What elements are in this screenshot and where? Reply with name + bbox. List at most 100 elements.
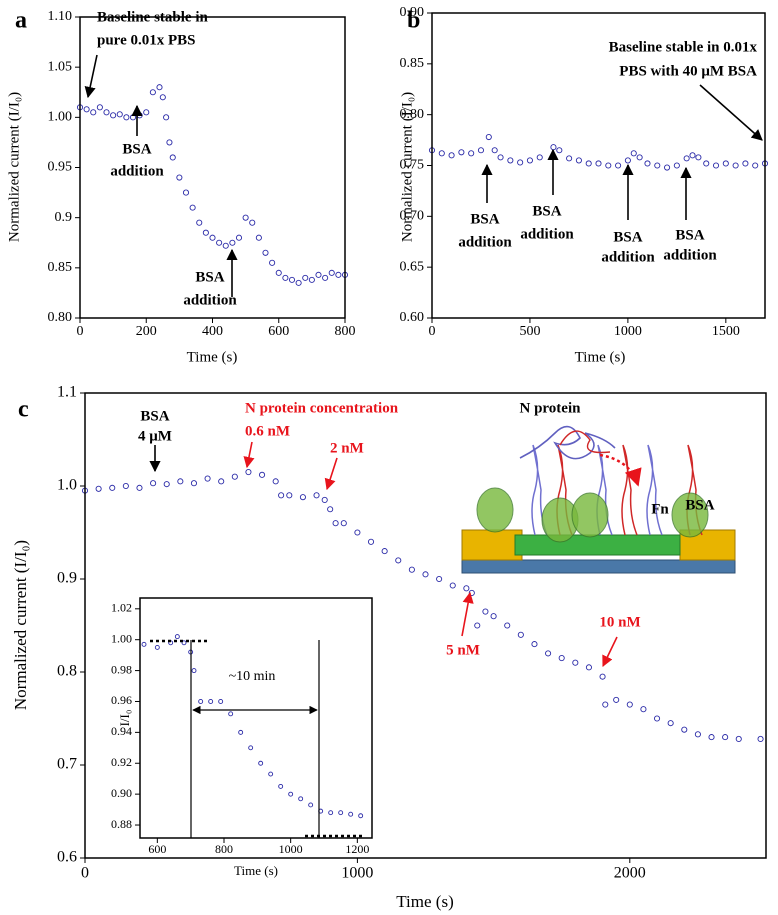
plot-frame <box>139 597 373 839</box>
data-point <box>136 484 143 491</box>
data-point <box>163 481 170 488</box>
data-point <box>269 259 276 266</box>
annotation: addition <box>663 247 717 263</box>
data-point <box>299 494 306 501</box>
data-point <box>166 139 173 146</box>
data-point <box>123 114 130 121</box>
data-point <box>694 731 701 738</box>
data-point <box>517 631 524 638</box>
illustration: N protein Fn BSA <box>461 400 736 574</box>
y-tick-label: 0.9 <box>57 570 77 587</box>
data-point <box>169 154 176 161</box>
data-point <box>242 214 249 221</box>
bsa-protein <box>571 492 609 538</box>
data-point <box>218 478 225 485</box>
y-tick-label: 1.00 <box>48 110 73 125</box>
data-point <box>422 571 429 578</box>
data-point <box>340 520 347 527</box>
x-tick-label: 600 <box>268 324 289 339</box>
x-tick-label: 800 <box>335 324 356 339</box>
data-point <box>490 613 497 620</box>
data-point <box>517 159 524 166</box>
data-point <box>109 484 116 491</box>
annotation-arrow <box>602 636 618 668</box>
x-tick-label: 1200 <box>345 842 369 856</box>
x-axis-label: Time (s) <box>575 349 626 365</box>
illustration-label: BSA <box>685 497 714 513</box>
data-point <box>438 150 445 157</box>
x-tick-label: 0 <box>429 324 436 339</box>
data-point <box>286 492 293 499</box>
data-point <box>143 109 150 116</box>
data-point <box>497 154 504 161</box>
data-point <box>141 641 147 647</box>
data-point <box>229 239 236 246</box>
annotation: addition <box>110 163 164 179</box>
annotation-arrow <box>461 591 474 637</box>
data-point <box>150 480 157 487</box>
data-point <box>358 813 364 819</box>
y-axis-label: Normalized current (I/I₀) <box>399 92 415 242</box>
data-point <box>262 249 269 256</box>
data-point <box>708 734 715 741</box>
y-tick-label: 0.90 <box>111 786 132 800</box>
x-tick-label: 1000 <box>341 865 373 882</box>
data-point <box>238 729 244 735</box>
illustration-label: Fn <box>651 501 669 517</box>
x-tick-label: 2000 <box>614 865 646 882</box>
channel <box>514 534 681 556</box>
data-point <box>122 482 129 490</box>
y-tick-label: 0.85 <box>48 260 73 275</box>
data-point <box>268 771 274 777</box>
annotation: Baseline stable in 0.01x <box>609 39 758 55</box>
panel-letter: a <box>15 8 27 34</box>
data-point <box>408 566 415 573</box>
annotation: BSA <box>122 141 151 157</box>
data-point <box>605 162 612 169</box>
data-point <box>189 204 196 211</box>
y-tick-label: 0.96 <box>111 693 132 707</box>
data-point <box>163 114 170 121</box>
data-point <box>202 229 209 236</box>
data-point <box>295 279 302 286</box>
data-point <box>468 150 475 157</box>
data-point <box>321 496 328 504</box>
x-tick-label: 1000 <box>279 842 303 856</box>
data-point <box>482 608 489 615</box>
data-point <box>566 155 573 162</box>
data-point <box>315 271 322 278</box>
y-tick-label: 0.65 <box>400 259 425 274</box>
panel-letter: b <box>407 8 420 34</box>
y-tick-label: 0.9 <box>55 210 73 225</box>
data-point <box>308 276 315 283</box>
data-point <box>231 473 238 480</box>
annotation: pure 0.01x PBS <box>97 32 196 48</box>
data-point <box>602 701 609 708</box>
data-point <box>712 162 720 169</box>
data-point <box>531 641 538 648</box>
data-point <box>222 242 229 249</box>
y-axis-label: Normalized current (I/I₀) <box>6 92 22 242</box>
data-point <box>504 622 511 629</box>
data-point <box>288 276 296 283</box>
x-tick-label: 0 <box>81 865 89 882</box>
data-point <box>354 529 361 536</box>
data-point <box>585 160 592 167</box>
annotation: 4 μM <box>138 428 172 444</box>
data-point <box>154 644 160 650</box>
data-point <box>249 219 256 226</box>
data-point <box>558 655 565 662</box>
data-point <box>248 745 254 751</box>
annotation: N protein concentration <box>245 400 399 416</box>
data-point <box>83 106 90 113</box>
y-tick-label: 1.00 <box>111 631 132 645</box>
annotation: 5 nM <box>446 642 480 658</box>
bsa-protein <box>476 487 514 533</box>
annotation: 0.6 nM <box>245 423 290 439</box>
data-point <box>491 147 498 154</box>
annotation-arrow <box>324 457 338 491</box>
x-tick-label: 1500 <box>712 324 740 339</box>
data-point <box>681 726 688 733</box>
x-axis-label: Time (s) <box>187 349 238 365</box>
